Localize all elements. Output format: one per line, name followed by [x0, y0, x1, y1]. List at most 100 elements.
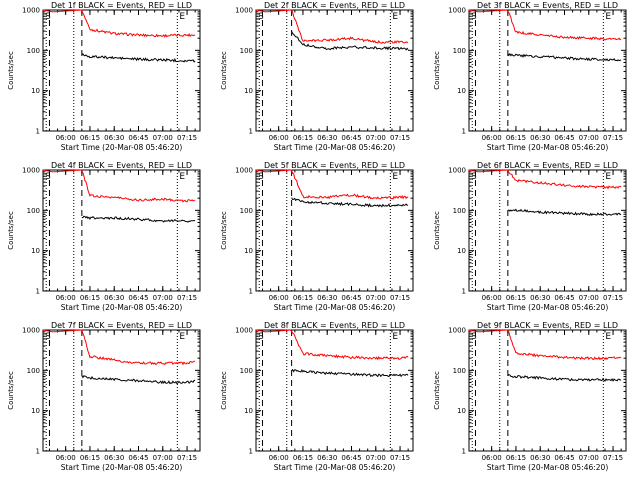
- chart-title: Det 2f BLACK = Events, RED = LLD: [264, 1, 405, 10]
- y-tick-label: 100: [240, 207, 253, 215]
- plot-frame: [468, 329, 627, 452]
- chart-panel-5: Det 5f BLACK = Events, RED = LLD Counts/s…: [220, 161, 414, 312]
- chart-title: Det 5f BLACK = Events, RED = LLD: [264, 161, 405, 170]
- x-axis-label: Start Time (20-Mar-08 05:46:20): [487, 143, 609, 152]
- y-tick-label: 100: [453, 47, 466, 55]
- x-tick-label: 07:15: [603, 294, 623, 302]
- chart-title: Det 7f BLACK = Events, RED = LLD: [51, 321, 192, 330]
- x-tick-label: 06:00: [56, 454, 76, 462]
- x-tick-label: 06:15: [293, 294, 313, 302]
- end-marker-label: E: [179, 332, 185, 342]
- start-marker-label: S: [471, 172, 477, 182]
- y-tick-label: 1000: [22, 7, 40, 15]
- y-tick-label: 10: [244, 87, 253, 95]
- chart-panel-7: Det 7f BLACK = Events, RED = LLD Counts/s…: [7, 321, 201, 472]
- x-tick-label: 07:15: [177, 294, 197, 302]
- x-tick-label: 07:00: [153, 294, 173, 302]
- chart-title: Det 3f BLACK = Events, RED = LLD: [477, 1, 618, 10]
- x-tick-label: 06:30: [530, 454, 550, 462]
- x-tick-label: 06:15: [506, 134, 526, 142]
- x-axis-label: Start Time (20-Mar-08 05:46:20): [274, 463, 396, 472]
- start-marker-label: S: [45, 332, 51, 342]
- events-series-line: [507, 374, 622, 382]
- x-tick-label: 06:15: [80, 454, 100, 462]
- chart-title: Det 1f BLACK = Events, RED = LLD: [51, 1, 192, 10]
- x-tick-label: 07:00: [366, 454, 386, 462]
- chart-title: Det 4f BLACK = Events, RED = LLD: [51, 161, 192, 170]
- start-marker-label: S: [258, 12, 264, 22]
- x-tick-label: 06:15: [506, 454, 526, 462]
- lld-series-line: [468, 9, 622, 41]
- plot-frame: [42, 329, 201, 452]
- chart-panel-2: Det 2f BLACK = Events, RED = LLD Counts/s…: [220, 1, 414, 152]
- end-marker-label: E: [605, 12, 611, 22]
- x-tick-label: 06:00: [269, 134, 289, 142]
- x-tick-label: 06:45: [128, 454, 148, 462]
- y-axis-label: Counts/sec: [220, 51, 228, 90]
- chart-panel-4: Det 4f BLACK = Events, RED = LLD Counts/s…: [7, 161, 201, 312]
- chart-title: Det 6f BLACK = Events, RED = LLD: [477, 161, 618, 170]
- y-tick-label: 1: [462, 128, 466, 136]
- y-tick-label: 1: [249, 128, 253, 136]
- lld-series-line: [42, 329, 196, 366]
- x-tick-label: 06:15: [293, 134, 313, 142]
- start-marker-label: S: [471, 12, 477, 22]
- y-tick-label: 1: [36, 448, 40, 456]
- x-tick-label: 07:15: [390, 134, 410, 142]
- x-tick-label: 07:00: [153, 454, 173, 462]
- x-tick-label: 06:45: [341, 454, 361, 462]
- events-series-line: [291, 197, 409, 208]
- x-tick-label: 06:45: [554, 294, 574, 302]
- x-tick-label: 06:30: [104, 134, 124, 142]
- x-axis-label: Start Time (20-Mar-08 05:46:20): [61, 303, 183, 312]
- x-tick-label: 06:45: [554, 454, 574, 462]
- x-tick-label: 07:15: [603, 134, 623, 142]
- y-tick-label: 10: [244, 407, 253, 415]
- y-axis-label: Counts/sec: [433, 371, 441, 410]
- y-tick-label: 10: [457, 87, 466, 95]
- start-marker-label: S: [471, 332, 477, 342]
- y-tick-label: 1: [36, 288, 40, 296]
- y-tick-label: 100: [27, 367, 40, 375]
- chart-panel-8: Det 8f BLACK = Events, RED = LLD Counts/s…: [220, 321, 414, 472]
- y-tick-label: 10: [457, 407, 466, 415]
- y-axis-label: Counts/sec: [7, 371, 15, 410]
- x-tick-label: 06:15: [293, 454, 313, 462]
- x-tick-label: 06:45: [341, 134, 361, 142]
- end-marker-label: E: [605, 332, 611, 342]
- lld-series-line: [468, 329, 622, 361]
- y-tick-label: 1000: [235, 7, 253, 15]
- y-axis-label: Counts/sec: [220, 371, 228, 410]
- chart-panel-1: Det 1f BLACK = Events, RED = LLD Counts/s…: [7, 1, 201, 152]
- x-tick-label: 06:00: [482, 454, 502, 462]
- lld-series-line: [42, 9, 196, 38]
- plot-frame: [42, 169, 201, 292]
- x-axis-label: Start Time (20-Mar-08 05:46:20): [274, 303, 396, 312]
- end-marker-label: E: [605, 172, 611, 182]
- plot-frame: [42, 9, 201, 132]
- y-axis-label: Counts/sec: [7, 51, 15, 90]
- y-axis-label: Counts/sec: [220, 211, 228, 250]
- start-marker-label: S: [258, 172, 264, 182]
- x-tick-label: 06:30: [317, 134, 337, 142]
- y-tick-label: 1: [36, 128, 40, 136]
- y-tick-label: 1: [462, 448, 466, 456]
- y-tick-label: 10: [31, 247, 40, 255]
- y-tick-label: 100: [453, 367, 466, 375]
- x-tick-label: 06:00: [56, 134, 76, 142]
- y-tick-label: 1: [462, 288, 466, 296]
- y-tick-label: 1000: [448, 167, 466, 175]
- chart-panel-6: Det 6f BLACK = Events, RED = LLD Counts/s…: [433, 161, 627, 312]
- x-tick-label: 07:00: [579, 134, 599, 142]
- y-tick-label: 1000: [22, 327, 40, 335]
- x-tick-label: 07:15: [603, 454, 623, 462]
- chart-panel-3: Det 3f BLACK = Events, RED = LLD Counts/s…: [433, 1, 627, 152]
- x-tick-label: 06:45: [554, 134, 574, 142]
- y-tick-label: 100: [453, 207, 466, 215]
- end-marker-label: E: [392, 172, 398, 182]
- x-tick-label: 06:15: [80, 294, 100, 302]
- lld-series-line: [255, 329, 409, 361]
- events-series-line: [507, 208, 622, 217]
- x-tick-label: 06:30: [104, 294, 124, 302]
